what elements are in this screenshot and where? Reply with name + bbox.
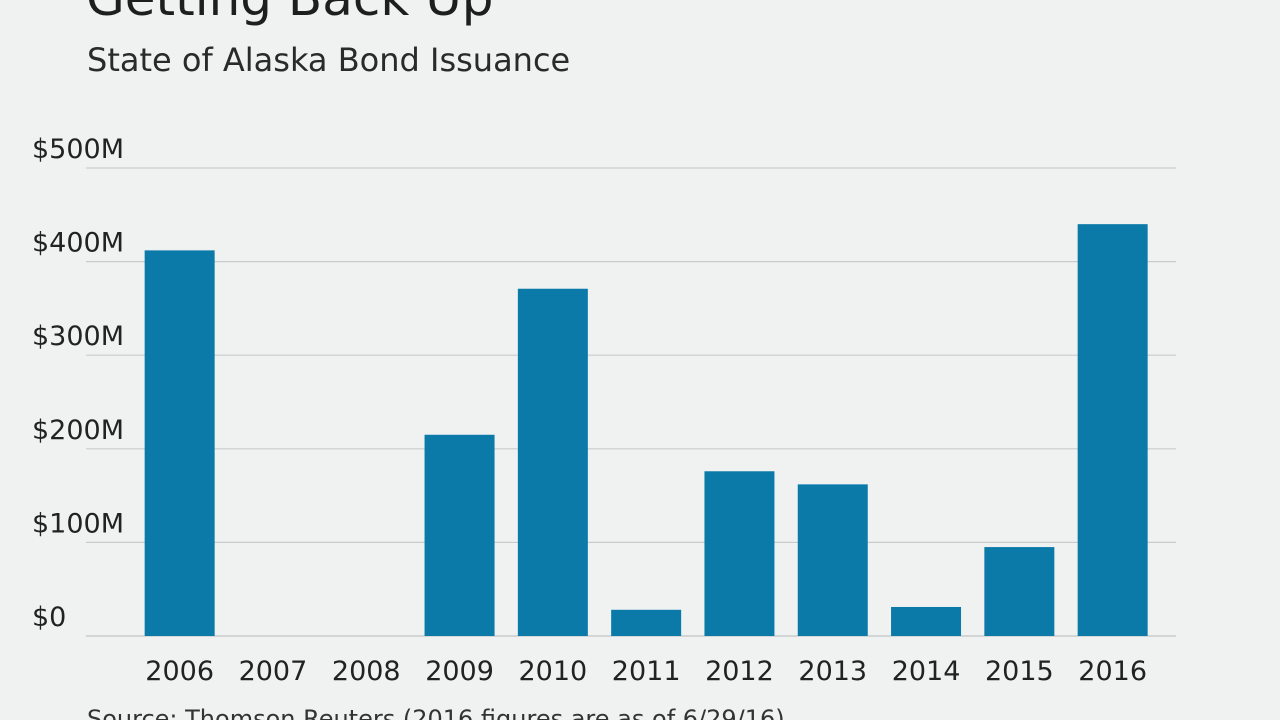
x-tick-label: 2008 — [332, 656, 401, 687]
x-tick-label: 2013 — [798, 656, 867, 687]
x-tick-label: 2006 — [145, 656, 214, 687]
y-tick-label: $0 — [32, 602, 66, 633]
bar-2016 — [1077, 224, 1148, 636]
y-axis-tick-labels: $0 $100M $200M $300M $400M $500M — [32, 134, 124, 633]
x-axis-tick-labels: 2006 2007 2008 2009 2010 2011 2012 2013 2014 2015… — [145, 656, 1147, 687]
bar-2013 — [797, 484, 868, 636]
bar-2010 — [517, 288, 588, 636]
chart-title: Getting Back Up — [86, 0, 494, 28]
bar-2006 — [144, 250, 215, 637]
x-tick-label: 2010 — [518, 656, 587, 687]
x-tick-label: 2016 — [1078, 656, 1147, 687]
y-tick-label: $200M — [32, 415, 124, 446]
x-tick-label: 2011 — [612, 656, 681, 687]
y-tick-label: $400M — [32, 228, 124, 259]
x-tick-label: 2007 — [239, 656, 308, 687]
x-tick-label: 2009 — [425, 656, 494, 687]
bar-2014 — [891, 606, 962, 636]
bar-2012 — [704, 471, 775, 636]
chart-source-note: Source: Thomson Reuters (2016 figures ar… — [87, 705, 785, 720]
bars — [144, 224, 1148, 637]
bar-2015 — [984, 547, 1055, 636]
x-tick-label: 2015 — [985, 656, 1054, 687]
x-tick-label: 2014 — [892, 656, 961, 687]
bar-2011 — [611, 609, 682, 636]
y-tick-label: $100M — [32, 508, 124, 539]
x-tick-label: 2012 — [705, 656, 774, 687]
y-tick-label: $300M — [32, 321, 124, 352]
chart-subtitle: State of Alaska Bond Issuance — [87, 41, 571, 79]
y-tick-label: $500M — [32, 134, 124, 165]
bar-2009 — [424, 434, 495, 636]
